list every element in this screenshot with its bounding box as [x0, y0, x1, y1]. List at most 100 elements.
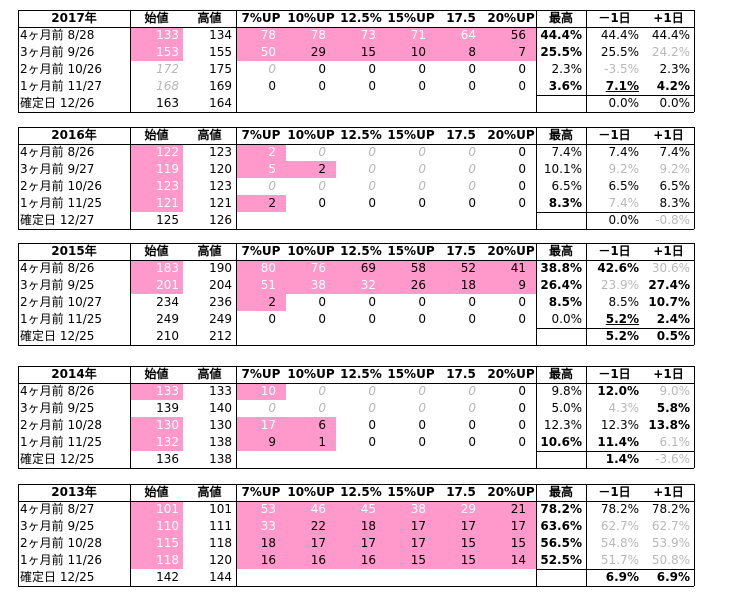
cell-up-12-5pct[interactable]: 0 — [368, 312, 376, 326]
cell-up-10pct[interactable]: 6 — [286, 417, 336, 434]
cell-up-15pct[interactable]: 26 — [386, 277, 436, 294]
cell-open-price[interactable]: 115 — [130, 535, 183, 552]
cell-up-12-5pct[interactable] — [336, 451, 386, 468]
cell-up-10pct[interactable] — [286, 328, 336, 345]
cell-up-20pct[interactable]: 0 — [518, 418, 526, 432]
cell-minus-1day[interactable]: 44.4% — [600, 28, 639, 42]
cell-max-pct[interactable]: 9.8% — [551, 384, 583, 398]
cell-plus-1day[interactable]: 9.2% — [659, 162, 691, 176]
cell-up-15pct[interactable]: 0 — [418, 196, 426, 210]
cell-up-10pct[interactable]: 0 — [318, 384, 326, 398]
cell-plus-1day[interactable]: 13.8% — [648, 418, 690, 432]
cell-plus-1day[interactable]: 4.2% — [656, 79, 690, 93]
cell-max-pct[interactable]: 10.1% — [543, 162, 582, 176]
cell-plus-1day[interactable]: 30.6% — [651, 261, 690, 275]
cell-up-7pct[interactable]: 17 — [236, 417, 286, 434]
cell-open-price[interactable]: 118 — [130, 552, 183, 569]
cell-up-15pct[interactable]: 0 — [418, 145, 426, 159]
cell-up-12-5pct[interactable] — [336, 212, 386, 229]
cell-high-price[interactable]: 138 — [209, 452, 232, 466]
cell-plus-1day[interactable]: 6.1% — [659, 435, 691, 449]
cell-high-price[interactable]: 123 — [209, 145, 232, 159]
cell-max-pct[interactable]: 8.5% — [548, 295, 582, 309]
cell-up-17-5pct[interactable]: 52 — [436, 260, 486, 277]
cell-up-15pct[interactable]: 0 — [418, 435, 426, 449]
cell-max-pct[interactable] — [536, 569, 586, 586]
cell-up-7pct[interactable] — [236, 328, 286, 345]
cell-open-price[interactable]: 172 — [156, 62, 179, 76]
cell-high-price[interactable]: 126 — [209, 213, 232, 227]
cell-max-pct[interactable]: 78.2% — [540, 502, 582, 516]
cell-high-price[interactable]: 120 — [209, 553, 232, 567]
cell-minus-1day[interactable]: 23.9% — [600, 278, 639, 292]
cell-plus-1day[interactable]: 24.2% — [651, 45, 690, 59]
cell-plus-1day[interactable]: 62.7% — [651, 519, 690, 533]
cell-up-15pct[interactable] — [386, 95, 436, 112]
cell-up-15pct[interactable]: 0 — [418, 295, 426, 309]
cell-minus-1day[interactable]: 5.2% — [605, 312, 639, 326]
cell-minus-1day[interactable]: 51.7% — [600, 553, 639, 567]
cell-up-15pct[interactable] — [386, 212, 436, 229]
cell-open-price[interactable]: 125 — [156, 213, 179, 227]
cell-up-17-5pct[interactable]: 17 — [436, 518, 486, 535]
cell-up-20pct[interactable]: 0 — [518, 196, 526, 210]
cell-plus-1day[interactable]: 50.8% — [651, 553, 690, 567]
cell-minus-1day[interactable]: 0.0% — [608, 213, 640, 227]
cell-high-price[interactable]: 144 — [209, 570, 232, 584]
cell-up-7pct[interactable]: 51 — [236, 277, 286, 294]
cell-open-price[interactable]: 132 — [130, 434, 183, 451]
cell-up-12-5pct[interactable] — [336, 569, 386, 586]
cell-up-20pct[interactable]: 0 — [518, 312, 526, 326]
cell-up-20pct[interactable]: 14 — [486, 552, 536, 569]
cell-up-7pct[interactable]: 5 — [236, 161, 286, 178]
cell-up-10pct[interactable]: 29 — [286, 44, 336, 61]
cell-high-price[interactable]: 169 — [209, 79, 232, 93]
cell-open-price[interactable]: 234 — [156, 295, 179, 309]
cell-max-pct[interactable] — [536, 451, 586, 468]
cell-up-10pct[interactable] — [286, 569, 336, 586]
cell-up-12-5pct[interactable]: 0 — [368, 401, 376, 415]
cell-open-price[interactable]: 136 — [156, 452, 179, 466]
cell-up-10pct[interactable]: 0 — [318, 145, 326, 159]
cell-minus-1day[interactable]: 7.1% — [605, 79, 639, 93]
cell-plus-1day[interactable]: 44.4% — [651, 28, 690, 42]
cell-max-pct[interactable] — [536, 212, 586, 229]
cell-minus-1day[interactable]: 5.2% — [605, 329, 639, 343]
cell-up-20pct[interactable]: 7 — [486, 44, 536, 61]
cell-up-7pct[interactable]: 0 — [268, 79, 276, 93]
cell-up-7pct[interactable]: 78 — [236, 27, 286, 44]
cell-up-15pct[interactable]: 10 — [386, 44, 436, 61]
cell-up-12-5pct[interactable]: 0 — [368, 384, 376, 398]
cell-up-10pct[interactable]: 78 — [286, 27, 336, 44]
cell-plus-1day[interactable]: 27.4% — [648, 278, 690, 292]
cell-up-7pct[interactable]: 0 — [268, 62, 276, 76]
cell-open-price[interactable]: 249 — [156, 312, 179, 326]
cell-up-20pct[interactable]: 41 — [486, 260, 536, 277]
cell-up-20pct[interactable] — [486, 451, 536, 468]
cell-up-10pct[interactable]: 76 — [286, 260, 336, 277]
cell-max-pct[interactable] — [536, 95, 586, 112]
cell-minus-1day[interactable]: 11.4% — [597, 435, 639, 449]
cell-up-10pct[interactable]: 16 — [286, 552, 336, 569]
cell-up-15pct[interactable]: 0 — [418, 418, 426, 432]
cell-up-7pct[interactable] — [236, 451, 286, 468]
cell-minus-1day[interactable]: 62.7% — [600, 519, 639, 533]
cell-up-12-5pct[interactable]: 15 — [336, 44, 386, 61]
cell-open-price[interactable]: 119 — [130, 161, 183, 178]
cell-max-pct[interactable]: 25.5% — [540, 45, 582, 59]
cell-max-pct[interactable]: 63.6% — [540, 519, 582, 533]
cell-up-7pct[interactable]: 80 — [236, 260, 286, 277]
cell-high-price[interactable]: 134 — [209, 28, 232, 42]
cell-minus-1day[interactable]: 54.8% — [600, 536, 639, 550]
cell-up-17-5pct[interactable]: 15 — [436, 535, 486, 552]
cell-up-12-5pct[interactable]: 17 — [336, 535, 386, 552]
cell-plus-1day[interactable]: 7.4% — [659, 145, 691, 159]
cell-up-7pct[interactable] — [236, 212, 286, 229]
cell-up-12-5pct[interactable]: 32 — [336, 277, 386, 294]
cell-up-17-5pct[interactable]: 64 — [436, 27, 486, 44]
cell-up-17-5pct[interactable]: 29 — [436, 501, 486, 518]
cell-up-15pct[interactable]: 38 — [386, 501, 436, 518]
cell-up-17-5pct[interactable]: 0 — [468, 295, 476, 309]
cell-up-12-5pct[interactable]: 69 — [336, 260, 386, 277]
cell-up-20pct[interactable] — [486, 328, 536, 345]
